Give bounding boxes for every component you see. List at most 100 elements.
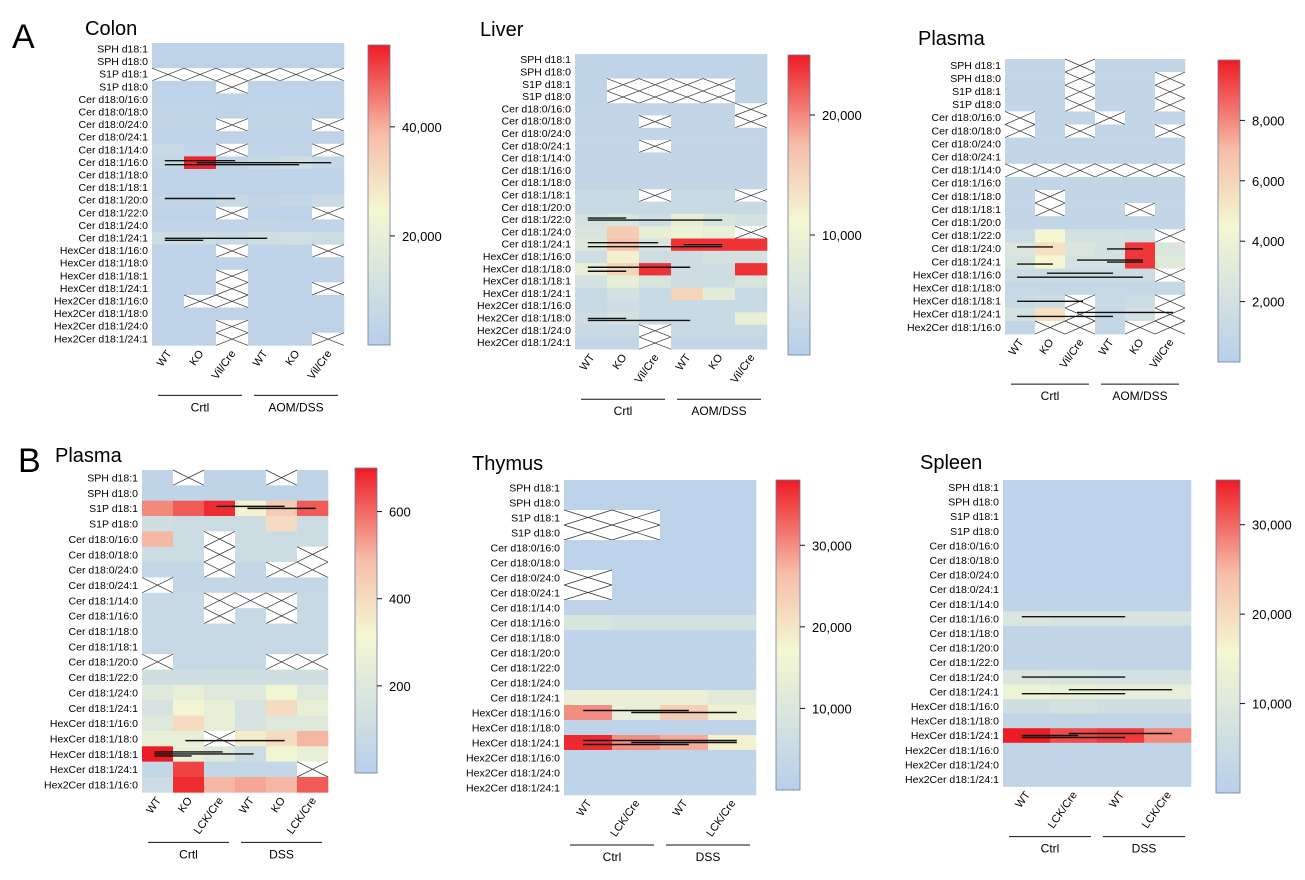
- group-label: DSS: [696, 850, 721, 864]
- missing-cross: [296, 561, 329, 578]
- row-label: SPH d18:1: [97, 43, 148, 55]
- heatmap-cell: [660, 630, 709, 646]
- missing-cross: [141, 577, 174, 594]
- heatmap-cell: [248, 219, 281, 233]
- heatmap-cell: [248, 55, 281, 69]
- row-label: Hex2Cer d18:1/18:0: [54, 308, 148, 320]
- missing-cross: [1064, 124, 1096, 138]
- column-label: LCK/Cre: [704, 798, 738, 839]
- heatmap-cell: [1005, 229, 1036, 243]
- heatmap-cell: [152, 257, 185, 271]
- missing-cross: [563, 524, 613, 541]
- heatmap-cell: [575, 90, 608, 104]
- heatmap-cell: [204, 485, 236, 501]
- heatmap-cell: [235, 700, 267, 716]
- row-label: Cer d18:1/24:1: [79, 232, 149, 244]
- heatmap-cell: [216, 181, 249, 195]
- heatmap-cell: [1095, 124, 1126, 138]
- row-label: HexCer d18:1/18:0: [60, 258, 148, 270]
- heatmap-cell: [607, 54, 640, 67]
- row-label: Hex2Cer d18:1/24:1: [466, 782, 560, 794]
- row-label: Cer d18:1/22:0: [79, 207, 149, 219]
- heatmap-cell: [639, 54, 672, 67]
- heatmap-cell: [142, 638, 174, 655]
- heatmap-cell: [312, 232, 345, 245]
- heatmap-cell: [312, 181, 345, 195]
- heatmap-cell: [1097, 772, 1145, 787]
- heatmap-cell: [1035, 150, 1066, 165]
- heatmap-cell: [1125, 294, 1156, 309]
- missing-cross: [1124, 202, 1156, 217]
- heatmap-cell: [184, 320, 217, 334]
- missing-cross: [1034, 202, 1066, 217]
- heatmap-cell: [607, 250, 640, 264]
- group-label: AOM/DSS: [268, 400, 323, 414]
- row-label: Cer d18:1/20:0: [79, 195, 149, 207]
- missing-cross: [215, 332, 249, 346]
- heatmap-cell: [708, 690, 757, 706]
- missing-cross: [1034, 320, 1066, 335]
- heatmap-cell: [235, 562, 267, 578]
- row-label: Cer d18:0/18:0: [930, 555, 1000, 567]
- row-label: Cer d18:1/14:0: [79, 144, 149, 156]
- missing-cross: [702, 78, 736, 92]
- heatmap-cell: [266, 715, 298, 732]
- heatmap-cell: [703, 287, 736, 301]
- heatmap-cell: [173, 715, 205, 732]
- heatmap-cell: [248, 282, 281, 296]
- heatmap-cell: [1144, 611, 1192, 627]
- heatmap-cell: [735, 287, 768, 301]
- heatmap-cell: [142, 730, 174, 747]
- heatmap-cell: [1155, 111, 1186, 125]
- row-label: Cer d18:0/18:0: [69, 549, 139, 561]
- heatmap-cell: [703, 312, 736, 325]
- heatmap-cell: [266, 684, 298, 701]
- heatmap-cell: [1144, 509, 1192, 525]
- row-label: HexCer d18:1/24:1: [911, 730, 999, 742]
- heatmap-cell: [660, 765, 709, 781]
- heatmap-cell: [708, 600, 757, 616]
- heatmap-cell: [612, 720, 661, 736]
- row-label: Hex2Cer d18:1/18:0: [477, 313, 571, 325]
- missing-cross: [606, 90, 640, 104]
- heatmap-cell: [735, 312, 768, 325]
- missing-cross: [1064, 97, 1096, 112]
- heatmap-cell: [266, 485, 298, 501]
- heatmap-cell: [735, 66, 768, 79]
- row-label: Cer d18:1/18:0: [79, 169, 149, 181]
- heatmap-cell: [1003, 757, 1051, 773]
- heatmap-cell: [280, 43, 313, 56]
- heatmap-cell: [297, 746, 329, 762]
- colorbar-tick-label: 20,000: [822, 108, 862, 123]
- heatmap-cell: [660, 750, 709, 766]
- row-label: Cer d18:1/22:0: [69, 672, 139, 684]
- group-label: Crtl: [179, 847, 198, 861]
- heatmap-cell: [1065, 150, 1096, 165]
- heatmap-cell: [1050, 772, 1098, 787]
- heatmap-cell: [607, 275, 640, 288]
- column-label: Vil/Cre: [1058, 337, 1087, 371]
- heatmap-cell: [1003, 538, 1051, 554]
- colorbar-tick-label: 10,000: [812, 701, 852, 716]
- colorbar-tick-label: 30,000: [1252, 518, 1292, 533]
- column-label: KO: [284, 348, 303, 368]
- heatmap-cell: [671, 312, 704, 325]
- heatmap-cell: [297, 592, 329, 609]
- heatmap-cell: [1097, 494, 1145, 510]
- column-label: KO: [176, 795, 195, 815]
- row-label: Cer d18:0/18:0: [932, 125, 1002, 137]
- heatmap-title: Thymus: [472, 453, 543, 475]
- heatmap-cell: [152, 194, 185, 208]
- heatmap-cell: [1144, 757, 1192, 773]
- colorbar: [787, 54, 811, 356]
- row-label: Hex2Cer d18:1/24:0: [905, 759, 999, 771]
- heatmap-cell: [735, 201, 768, 215]
- heatmap-cell: [639, 164, 672, 178]
- heatmap-cell: [1095, 150, 1126, 165]
- row-label: HexCer d18:1/18:1: [483, 276, 571, 288]
- row-label: Cer d18:0/16:0: [932, 112, 1002, 124]
- heatmap-cell: [152, 118, 185, 132]
- colorbar-tick-label: 4,000: [1252, 234, 1285, 249]
- heatmap-cell: [173, 485, 205, 501]
